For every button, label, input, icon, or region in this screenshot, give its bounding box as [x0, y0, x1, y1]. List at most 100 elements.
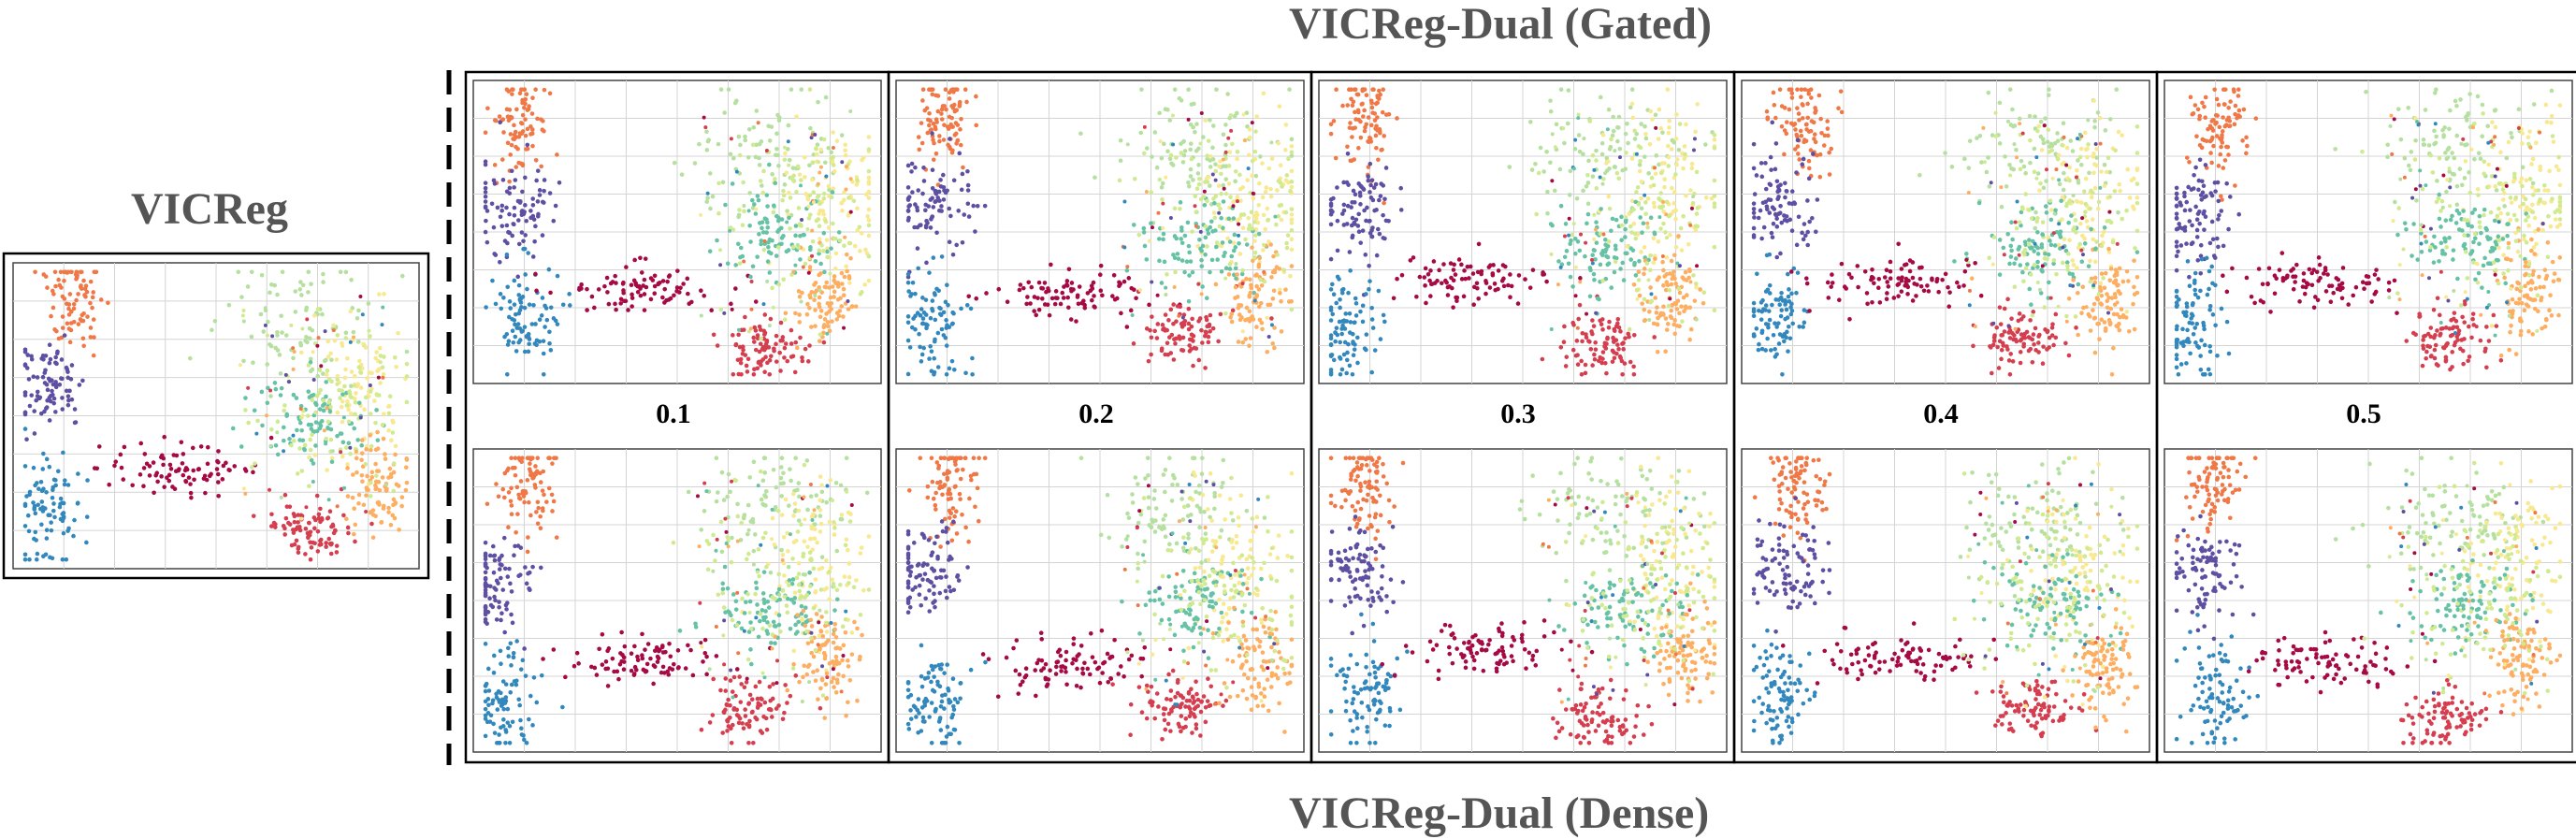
gated-panel-1-point: [1161, 226, 1165, 230]
vicreg-panel-point: [123, 445, 127, 450]
dense-panel-0-point: [818, 629, 823, 633]
dense-panel-0-point: [859, 551, 863, 556]
dense-panel-0-point: [791, 514, 796, 518]
vicreg-panel-point: [282, 426, 286, 430]
gated-panel-0-point: [816, 100, 820, 105]
gated-panel-1-point: [931, 137, 935, 142]
gated-panel-0-point: [814, 147, 818, 152]
dense-panel-1-point: [951, 456, 956, 460]
dense-panel-1-point: [1242, 673, 1247, 677]
gated-panel-1-point: [1193, 346, 1197, 351]
gated-panel-0-point: [836, 297, 841, 302]
dense-panel-0-point: [699, 528, 703, 532]
vicreg-panel-point: [292, 393, 297, 398]
vicreg-panel-point: [52, 397, 57, 401]
dense-panel-1-point: [933, 491, 938, 496]
gated-panel-0-point: [522, 87, 527, 92]
dense-panel-0-point: [739, 682, 744, 687]
gated-panel-0-point: [814, 281, 818, 285]
vicreg-panel-point: [85, 478, 90, 483]
dense-panel-0-point: [745, 722, 749, 727]
gated-panel-0-point: [772, 349, 776, 354]
gated-panel-0-point: [763, 331, 768, 336]
gated-panel-1-point: [1178, 337, 1182, 341]
dense-panel-1-point: [1165, 697, 1169, 702]
dense-panel-1-point: [1259, 577, 1264, 582]
dense-panel-1-point: [919, 674, 924, 679]
dense-panel-1-point: [1152, 488, 1157, 493]
vicreg-panel-point: [152, 491, 156, 496]
gated-panel-1-point: [925, 106, 930, 110]
gated-panel-0-point: [797, 289, 802, 294]
vicreg-panel-point: [381, 365, 385, 369]
gated-panel-0-point: [614, 281, 618, 285]
vicreg-panel-point: [374, 473, 379, 478]
dense-panel-0-point: [850, 652, 855, 657]
dense-panel-0-point: [498, 567, 502, 571]
vicreg-panel-point: [341, 440, 346, 444]
gated-panel-1-point: [1263, 280, 1267, 284]
vicreg-panel-point: [284, 333, 289, 338]
gated-panel-0-point: [798, 257, 803, 262]
gated-panel-1-point: [1139, 87, 1144, 92]
gated-panel-1-point: [1237, 234, 1240, 238]
dense-panel-1-point: [1252, 529, 1256, 534]
dense-panel-1-point: [1005, 656, 1009, 660]
vicreg-panel-point: [191, 446, 195, 451]
gated-panel-0-point: [867, 234, 872, 239]
gated-panel-1-point: [958, 100, 962, 105]
dense-panel-1-point: [1221, 703, 1225, 708]
dense-panel-0-point: [852, 620, 857, 625]
gated-panel-1-point: [1164, 328, 1168, 333]
vicreg-panel-point: [318, 407, 323, 412]
gated-panel-1-point: [919, 307, 924, 311]
gated-panel-1-point: [1173, 207, 1178, 211]
gated-panel-0-point: [847, 213, 851, 218]
dense-panel-0-point: [782, 711, 787, 716]
dense-panel-1-point: [969, 478, 974, 483]
dense-panel-1-point: [1200, 593, 1205, 598]
dense-panel-1-point: [1106, 680, 1110, 685]
gated-panel-0-point: [542, 339, 546, 343]
gated-panel-1-point: [1248, 319, 1252, 324]
dense-panel-0-point: [756, 697, 760, 702]
dense-panel-0-point: [745, 532, 750, 537]
dense-panel-1-point: [1139, 513, 1144, 517]
dense-panel-1-point: [1245, 557, 1250, 562]
dense-panel-0-point: [696, 494, 700, 498]
dense-panel-0-point: [528, 694, 533, 699]
dense-panel-1-point: [910, 587, 915, 592]
vicreg-panel-point: [360, 438, 365, 442]
dense-panel-0-point: [766, 631, 771, 636]
gated-panel-0-point: [807, 271, 811, 275]
gated-panel-1-point: [1132, 341, 1136, 346]
vicreg-panel-point: [374, 486, 379, 491]
dense-panel-0-point: [691, 673, 696, 678]
dense-panel-1-point: [1100, 629, 1105, 633]
gated-panel-0-point: [736, 215, 741, 220]
gated-panel-1-point: [1043, 281, 1048, 285]
dense-panel-0-point: [541, 509, 545, 514]
dense-panel-1-point: [1290, 471, 1295, 476]
dense-panel-1-point: [1204, 720, 1208, 725]
dense-panel-1-point: [957, 578, 962, 583]
dense-panel-0-point: [746, 503, 751, 508]
gated-panel-1-point: [1254, 272, 1259, 277]
gated-panel-1-point: [973, 229, 977, 234]
dense-panel-0-point: [813, 536, 818, 541]
dense-panel-0-point: [722, 662, 726, 666]
gated-panel-1-point: [1143, 125, 1147, 129]
gated-panel-0-point: [514, 145, 518, 150]
gated-panel-1-point: [1262, 270, 1266, 274]
vicreg-panel-point: [242, 486, 246, 490]
dense-panel-1-point: [1175, 572, 1179, 576]
gated-panel-0-point: [579, 286, 584, 291]
vicreg-panel-point: [329, 552, 334, 557]
dense-panel-0-point: [515, 512, 520, 516]
gated-panel-1-point: [1122, 246, 1126, 250]
gated-panel-1-point: [1187, 343, 1192, 348]
vicreg-panel-point: [309, 557, 313, 562]
dense-panel-1-point: [1064, 682, 1069, 687]
dense-panel-0-point: [736, 514, 741, 519]
vicreg-panel-point: [292, 530, 297, 535]
